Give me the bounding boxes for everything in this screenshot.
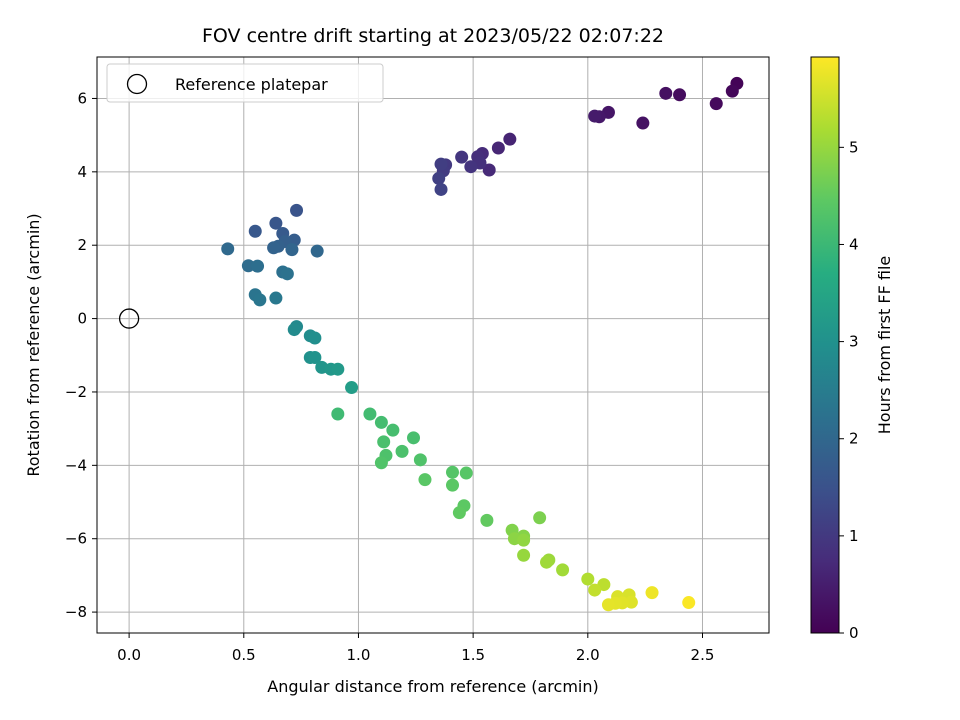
data-point [445, 478, 459, 492]
y-tick-label: −4 [65, 456, 87, 474]
data-point [418, 473, 432, 487]
data-point [413, 453, 427, 467]
legend-marker-icon [126, 73, 148, 95]
x-tick-label: 1.0 [347, 646, 371, 664]
data-point [434, 182, 448, 196]
plot-area [97, 57, 769, 633]
data-point [464, 160, 478, 174]
data-point [345, 381, 359, 395]
data-point [682, 596, 696, 610]
data-point [269, 291, 283, 305]
legend: Reference platepar [106, 63, 384, 103]
data-point [533, 511, 547, 525]
x-axis-ticks: 0.0 0.5 1.0 1.5 2.0 2.5 [117, 633, 714, 664]
chart-title: FOV centre drift starting at 2023/05/22 … [202, 25, 664, 47]
data-point [308, 331, 322, 345]
colorbar-tick-label: 5 [849, 138, 859, 156]
data-point [374, 456, 388, 470]
data-point [452, 506, 466, 520]
scatter-points [221, 76, 744, 612]
data-point [221, 242, 235, 256]
data-point [363, 407, 377, 421]
y-tick-label: 6 [77, 89, 87, 107]
data-point [491, 141, 505, 155]
data-point [645, 586, 659, 600]
colorbar: 0 1 2 3 4 5 Hours from first FF file [810, 56, 894, 642]
data-point [285, 243, 299, 257]
data-point [556, 563, 570, 577]
data-point [267, 241, 281, 255]
data-point [455, 150, 469, 164]
x-tick-label: 0.0 [117, 646, 141, 664]
data-point [503, 132, 517, 146]
data-point [331, 362, 345, 376]
data-point [269, 216, 283, 230]
colorbar-label: Hours from first FF file [875, 256, 894, 435]
data-point [517, 533, 531, 547]
data-point [241, 259, 255, 273]
x-tick-label: 2.5 [691, 646, 715, 664]
data-point [673, 88, 687, 102]
data-point [377, 435, 391, 449]
legend-box [106, 63, 384, 103]
y-tick-label: 2 [77, 236, 87, 254]
data-point [432, 171, 446, 185]
data-point [588, 583, 602, 597]
data-point [540, 555, 554, 569]
data-point [407, 431, 421, 445]
data-point [445, 465, 459, 479]
data-point [659, 86, 673, 100]
colorbar-tick-label: 2 [849, 430, 859, 448]
data-point [709, 97, 723, 111]
data-point [287, 323, 301, 337]
legend-label: Reference platepar [175, 75, 328, 94]
data-point [308, 350, 322, 364]
data-point [459, 466, 473, 480]
y-tick-label: 0 [77, 310, 87, 328]
y-tick-label: −2 [65, 383, 87, 401]
data-point [725, 84, 739, 98]
data-point [251, 259, 265, 273]
colorbar-tick-label: 0 [849, 624, 859, 642]
reference-platepar-marker [118, 308, 140, 329]
data-point [290, 203, 304, 217]
data-point [601, 598, 615, 612]
data-point [331, 407, 345, 421]
grid-lines [97, 57, 769, 633]
data-point [395, 444, 409, 458]
colorbar-tick-label: 4 [849, 235, 859, 253]
data-point [581, 572, 595, 586]
data-point [517, 548, 531, 562]
x-tick-label: 1.5 [461, 646, 485, 664]
colorbar-tick-label: 1 [849, 527, 859, 545]
colorbar-gradient [810, 56, 840, 634]
x-tick-label: 2.0 [576, 646, 600, 664]
data-point [386, 423, 400, 437]
x-axis-label: Angular distance from reference (arcmin) [267, 677, 598, 696]
data-point [482, 163, 496, 177]
y-tick-label: 4 [77, 163, 87, 181]
colorbar-tick-label: 3 [849, 333, 859, 351]
data-point [434, 157, 448, 171]
data-point [374, 415, 388, 429]
y-axis-ticks: −8 −6 −4 −2 0 2 4 6 [65, 89, 97, 621]
data-point [636, 116, 650, 130]
colorbar-ticks: 0 1 2 3 4 5 [839, 138, 859, 642]
data-point [280, 267, 294, 281]
y-tick-label: −6 [65, 530, 87, 548]
plot-frame [96, 56, 770, 634]
y-tick-label: −8 [65, 603, 87, 621]
data-point [253, 293, 267, 307]
data-point [310, 244, 324, 258]
data-point [248, 224, 262, 238]
x-tick-label: 0.5 [232, 646, 256, 664]
y-axis-label: Rotation from reference (arcmin) [24, 213, 43, 476]
data-point [588, 109, 602, 123]
data-point [480, 513, 494, 527]
